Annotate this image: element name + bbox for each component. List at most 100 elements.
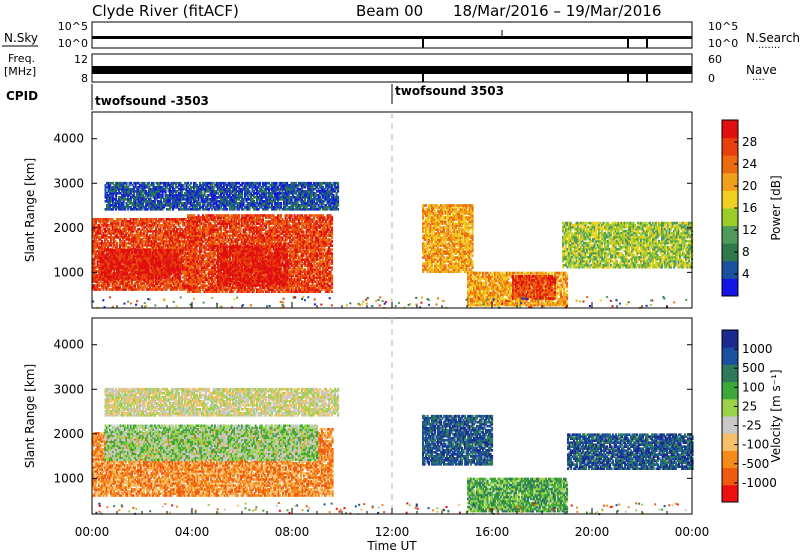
power-echo-cell bbox=[143, 280, 146, 283]
power-echo-cell bbox=[179, 222, 182, 225]
power-echo-cell bbox=[164, 280, 167, 283]
power-echo-cell bbox=[254, 230, 257, 233]
power-echo-cell bbox=[202, 222, 205, 225]
power-echo-cell bbox=[254, 238, 257, 241]
power-echo-cell bbox=[116, 280, 119, 283]
power-echo-cell bbox=[193, 282, 196, 285]
power-echo-cell bbox=[233, 238, 236, 241]
power-echo-cell bbox=[217, 230, 220, 233]
power-echo-cell bbox=[99, 222, 102, 225]
power-echo-cell bbox=[167, 218, 170, 221]
power-echo-cell bbox=[202, 216, 205, 219]
power-echo-cell bbox=[170, 238, 173, 241]
power-echo-cell bbox=[212, 254, 215, 257]
power-echo-cell bbox=[96, 218, 99, 221]
power-echo-cell bbox=[134, 228, 137, 231]
power-echo-cell bbox=[187, 236, 190, 239]
power-echo-cell bbox=[208, 264, 211, 267]
power-echo-cell bbox=[238, 228, 241, 231]
power-echo-cell bbox=[131, 232, 134, 235]
power-echo-cell bbox=[202, 246, 205, 249]
power-echo-cell bbox=[208, 228, 211, 231]
power-echo-cell bbox=[199, 248, 202, 251]
power-echo-cell bbox=[286, 236, 289, 239]
power-echo-cell bbox=[150, 248, 153, 251]
power-echo-cell bbox=[203, 268, 206, 271]
power-echo-cell bbox=[218, 220, 221, 223]
power-echo-cell bbox=[214, 224, 217, 227]
power-echo-cell bbox=[299, 272, 302, 275]
power-echo-cell bbox=[266, 214, 269, 217]
power-echo-cell bbox=[274, 224, 277, 227]
power-echo-cell bbox=[287, 260, 290, 263]
power-echo-cell bbox=[196, 220, 199, 223]
power-echo-cell bbox=[259, 238, 262, 241]
power-echo-cell bbox=[129, 230, 132, 233]
power-echo-cell bbox=[211, 240, 214, 243]
power-echo-cell bbox=[191, 250, 194, 253]
power-echo-cell bbox=[165, 218, 168, 221]
power-echo-cell bbox=[110, 230, 113, 233]
power-echo-cell bbox=[250, 222, 253, 225]
power-echo-cell bbox=[176, 232, 179, 235]
power-echo-cell bbox=[247, 222, 250, 225]
power-echo-cell bbox=[212, 234, 215, 237]
power-echo-cell bbox=[165, 282, 168, 285]
power-echo-cell bbox=[200, 242, 203, 245]
power-echo-cell bbox=[271, 222, 274, 225]
power-echo-cell bbox=[183, 288, 186, 291]
power-echo-cell bbox=[96, 254, 99, 257]
power-echo-cell bbox=[183, 222, 186, 225]
power-echo-cell bbox=[263, 240, 266, 243]
power-echo-cell bbox=[257, 254, 260, 257]
power-echo-cell bbox=[251, 272, 254, 275]
power-echo-cell bbox=[278, 226, 281, 229]
power-echo-cell bbox=[280, 216, 283, 219]
power-echo-cell bbox=[199, 236, 202, 239]
power-echo-cell bbox=[92, 242, 95, 245]
power-echo-cell bbox=[245, 214, 248, 217]
power-echo-cell bbox=[203, 272, 206, 275]
power-echo-cell bbox=[217, 214, 220, 217]
power-echo-cell bbox=[244, 254, 247, 257]
power-echo-cell bbox=[104, 242, 107, 245]
power-echo-cell bbox=[174, 242, 177, 245]
power-echo-cell bbox=[298, 280, 301, 283]
power-echo-cell bbox=[150, 228, 153, 231]
power-echo-cell bbox=[93, 280, 96, 283]
power-echo-cell bbox=[174, 220, 177, 223]
power-echo-cell bbox=[251, 228, 254, 231]
power-echo-cell bbox=[194, 286, 197, 289]
power-echo-cell bbox=[277, 224, 280, 227]
power-echo-cell bbox=[193, 250, 196, 253]
power-echo-cell bbox=[194, 232, 197, 235]
power-echo-cell bbox=[242, 216, 245, 219]
power-echo-cell bbox=[123, 242, 126, 245]
power-echo-cell bbox=[293, 282, 296, 285]
power-echo-cell bbox=[232, 224, 235, 227]
power-echo-cell bbox=[259, 284, 262, 287]
power-echo-cell bbox=[290, 242, 293, 245]
power-echo-cell bbox=[203, 270, 206, 273]
power-echo-cell bbox=[262, 242, 265, 245]
power-echo-cell bbox=[137, 282, 140, 285]
power-echo-cell bbox=[93, 274, 96, 277]
power-echo-cell bbox=[182, 256, 185, 259]
power-echo-cell bbox=[236, 216, 239, 219]
power-echo-cell bbox=[262, 236, 265, 239]
power-echo-cell bbox=[292, 278, 295, 281]
power-echo-cell bbox=[170, 246, 173, 249]
power-echo-cell bbox=[155, 288, 158, 291]
nsky-ytick-top: 10^5 bbox=[58, 20, 88, 33]
power-echo-cell bbox=[123, 280, 126, 283]
power-echo-cell bbox=[200, 262, 203, 265]
power-echo-cell bbox=[92, 228, 95, 231]
power-echo-cell bbox=[113, 284, 116, 287]
power-echo-cell bbox=[199, 288, 202, 291]
power-echo-cell bbox=[120, 240, 123, 243]
power-echo-cell bbox=[162, 224, 165, 227]
power-echo-cell bbox=[155, 242, 158, 245]
power-echo-cell bbox=[93, 266, 96, 269]
power-echo-cell bbox=[263, 232, 266, 235]
power-echo-cell bbox=[182, 218, 185, 221]
